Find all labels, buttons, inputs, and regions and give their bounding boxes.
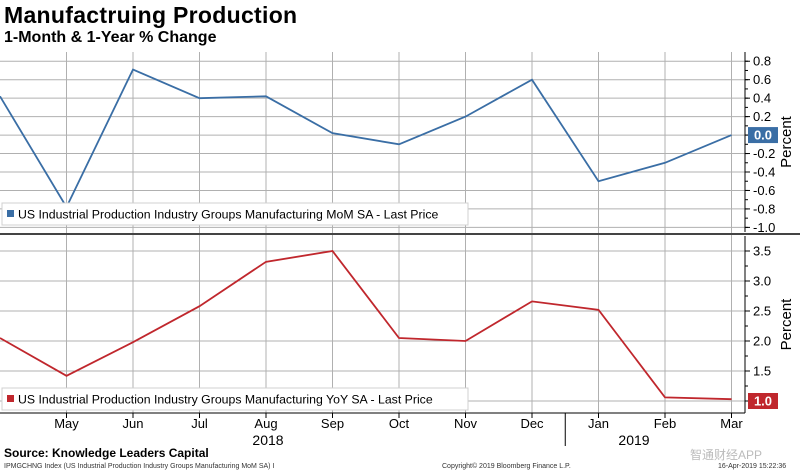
legend-label: US Industrial Production Industry Groups… xyxy=(18,208,438,222)
y-tick-label: 1.5 xyxy=(753,364,771,379)
legend-box xyxy=(1,387,469,411)
index-note: IPMGCHNG Index (US Industrial Production… xyxy=(4,463,275,470)
y-tick-label: 0.2 xyxy=(753,109,771,124)
x-tick-label: Jan xyxy=(588,416,609,431)
last-value-label: 0.0 xyxy=(754,128,772,143)
legend-swatch xyxy=(7,210,14,217)
x-tick-label: Oct xyxy=(389,416,410,431)
y-axis-label: Percent xyxy=(778,115,795,168)
y-tick-label: 3.0 xyxy=(753,274,771,289)
y-tick-label: -0.8 xyxy=(753,201,775,216)
chart-title: Manufactruing Production xyxy=(4,2,298,28)
y-tick-label: 2.5 xyxy=(753,304,771,319)
last-value-tag xyxy=(748,393,778,409)
x-tick-label: Sep xyxy=(321,416,344,431)
y-axis-label: Percent xyxy=(778,298,795,351)
chart-subtitle: 1-Month & 1-Year % Change xyxy=(4,29,217,46)
y-tick-label: 0.8 xyxy=(753,54,771,69)
last-value-tag xyxy=(748,127,778,144)
y-tick-label: 0.6 xyxy=(753,72,771,87)
y-tick-label: -0.6 xyxy=(753,183,775,198)
y-tick-label: 0.4 xyxy=(753,91,771,106)
watermark: 智通财经APP xyxy=(690,448,763,462)
x-tick-label: Jul xyxy=(191,416,208,431)
x-tick-label: Nov xyxy=(454,416,478,431)
x-tick-label: May xyxy=(54,416,79,431)
y-tick-label: -1.0 xyxy=(753,220,775,235)
y-tick-label: 3.5 xyxy=(753,244,771,259)
year-label: 2019 xyxy=(618,432,649,448)
y-tick-label: -0.4 xyxy=(753,165,775,180)
x-tick-label: Jun xyxy=(123,416,144,431)
last-value-label: 1.0 xyxy=(754,394,772,409)
legend-label: US Industrial Production Industry Groups… xyxy=(18,393,433,407)
x-tick-label: Aug xyxy=(254,416,277,431)
legend-box xyxy=(1,202,469,226)
series-line xyxy=(0,68,732,209)
copyright-note: Copyright© 2019 Bloomberg Finance L.P. xyxy=(442,463,571,470)
x-tick-label: Dec xyxy=(520,416,544,431)
x-tick-label: Mar xyxy=(720,416,743,431)
x-tick-label: Feb xyxy=(654,416,676,431)
legend-swatch xyxy=(7,395,14,402)
series-line xyxy=(0,250,732,401)
source-note: Source: Knowledge Leaders Capital xyxy=(4,446,209,460)
y-tick-label: -0.2 xyxy=(753,146,775,161)
y-tick-label: 2.0 xyxy=(753,334,771,349)
timestamp: 16-Apr-2019 15:22:36 xyxy=(718,463,787,470)
year-label: 2018 xyxy=(252,432,283,448)
